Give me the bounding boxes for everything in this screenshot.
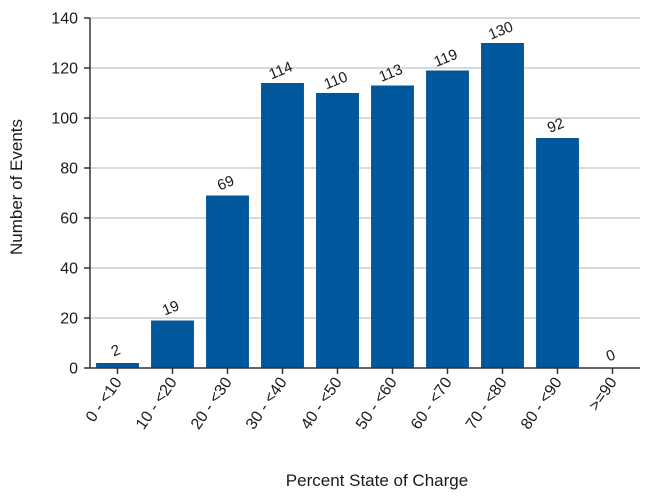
- x-tick-label: 10 - <20: [133, 374, 181, 432]
- bar: [536, 138, 579, 368]
- bar: [371, 85, 414, 368]
- data-label: 110: [322, 68, 351, 93]
- y-axis-title: Number of Events: [7, 119, 26, 255]
- data-label: 69: [215, 172, 237, 194]
- y-tick-label: 40: [60, 261, 78, 278]
- data-label: 119: [432, 46, 461, 71]
- bars: [96, 43, 579, 368]
- x-tick-label: 20 - <30: [188, 374, 236, 432]
- bar: [206, 195, 249, 368]
- data-label: 130: [486, 18, 516, 43]
- bar: [151, 320, 194, 368]
- y-tick-label: 120: [51, 61, 78, 78]
- data-label: 2: [109, 341, 123, 360]
- x-axis-title: Percent State of Charge: [286, 471, 468, 490]
- y-tick-label: 20: [60, 311, 78, 328]
- data-label: 19: [160, 297, 182, 319]
- x-tick-label: 60 - <70: [408, 374, 456, 432]
- y-tick-label: 80: [60, 161, 78, 178]
- x-tick-label: 40 - <50: [298, 374, 346, 432]
- data-label: 92: [545, 115, 567, 137]
- y-tick-label: 60: [60, 211, 78, 228]
- y-tick-label: 0: [69, 361, 78, 378]
- x-tick-label: 70 - <80: [463, 374, 511, 432]
- bar: [481, 43, 524, 368]
- data-label: 0: [604, 346, 618, 365]
- x-tick-label: 50 - <60: [353, 374, 401, 432]
- data-label: 114: [267, 58, 296, 83]
- bar: [426, 70, 469, 368]
- gridlines: [90, 17, 640, 319]
- bar: [316, 93, 359, 368]
- x-tick-label: >=90: [586, 374, 621, 414]
- y-tick-label: 140: [51, 11, 78, 28]
- data-label: 113: [377, 61, 406, 86]
- x-tick-label: 0 - <10: [83, 374, 126, 425]
- bar: [96, 363, 139, 368]
- x-tick-label: 80 - <90: [518, 374, 566, 432]
- bar: [261, 83, 304, 368]
- x-tick-label: 30 - <40: [243, 374, 291, 432]
- y-tick-label: 100: [51, 111, 78, 128]
